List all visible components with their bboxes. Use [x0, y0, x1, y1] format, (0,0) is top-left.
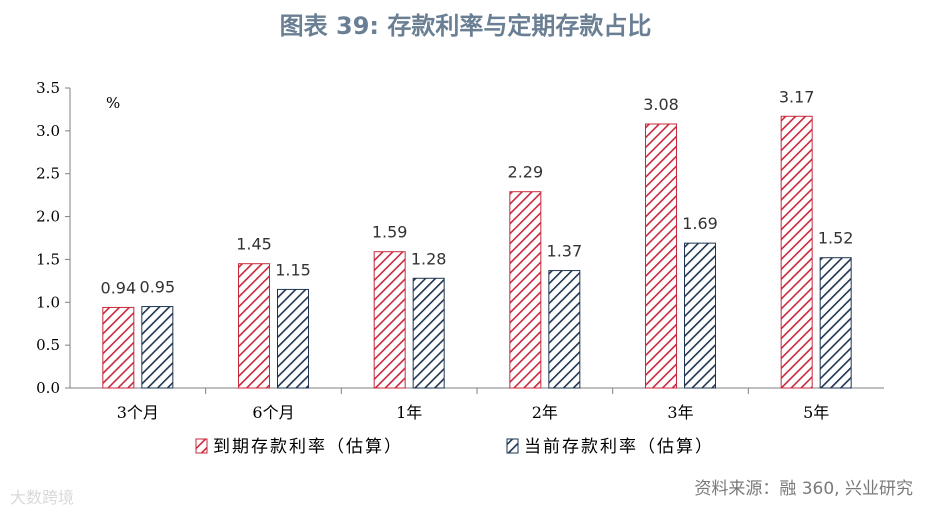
bar-maturity-rate — [373, 251, 406, 389]
bar-current-rate — [819, 257, 852, 389]
data-label: 2.29 — [508, 163, 544, 182]
unit-label: % — [106, 94, 120, 112]
bar-current-rate — [141, 306, 174, 389]
x-tick-label: 1年 — [396, 403, 422, 422]
y-tick-label: 2.0 — [36, 208, 60, 226]
y-tick-label: 1.0 — [36, 293, 60, 311]
data-label: 1.52 — [818, 229, 854, 248]
data-label: 1.28 — [411, 249, 447, 268]
bar-current-rate — [548, 270, 581, 389]
x-tick-label: 5年 — [803, 403, 829, 422]
chart-title: 图表 39: 存款利率与定期存款占比 — [279, 12, 652, 40]
data-label: 1.37 — [547, 242, 583, 261]
bar-maturity-rate — [645, 123, 677, 389]
data-label: 1.69 — [682, 214, 718, 233]
source-note: 资料来源：融 360, 兴业研究 — [694, 479, 913, 499]
legend-label: 到期存款利率（估算） — [213, 437, 403, 457]
y-tick-label: 3.0 — [36, 122, 60, 140]
legend-swatch — [195, 438, 208, 454]
bar-maturity-rate — [102, 306, 135, 389]
legend-swatch — [506, 438, 519, 454]
data-label: 0.94 — [101, 278, 137, 297]
bar-current-rate — [412, 277, 445, 389]
data-label: 1.59 — [372, 223, 408, 242]
legend: 到期存款利率（估算） 当前存款利率（估算） — [195, 437, 714, 457]
data-label: 1.15 — [275, 260, 311, 279]
legend-label: 当前存款利率（估算） — [524, 437, 714, 457]
x-tick-label: 3年 — [667, 403, 693, 422]
watermark-text: 大数跨境 — [10, 488, 75, 507]
bar-current-rate — [277, 288, 309, 389]
y-tick-label: 0.0 — [36, 379, 60, 397]
bar-current-rate — [684, 242, 716, 389]
x-tick-label: 2年 — [532, 403, 558, 422]
y-tick-label: 1.5 — [36, 250, 60, 268]
data-label: 1.45 — [236, 235, 272, 254]
y-tick-label: 3.5 — [36, 79, 60, 97]
bars: 0.94 0.95 1.451.15 1.591.28 2.29 1.37 3.08 1.69… — [101, 87, 854, 389]
y-tick-label: 2.5 — [36, 165, 60, 183]
data-label: 0.95 — [140, 278, 176, 297]
bar-maturity-rate — [780, 115, 813, 389]
data-label: 3.17 — [779, 87, 815, 106]
bar-maturity-rate — [509, 191, 542, 389]
x-tick-label: 3个月 — [117, 403, 159, 422]
y-tick-label: 0.5 — [36, 336, 60, 354]
axes: 0.0 0.5 1.0 1.5 2.0 2.5 3.0 3.5% 3个月 6个月 1年 2年 3年 5年 — [36, 79, 884, 422]
bar-maturity-rate — [238, 263, 270, 389]
data-label: 3.08 — [643, 95, 679, 114]
x-tick-label: 6个月 — [252, 403, 294, 422]
